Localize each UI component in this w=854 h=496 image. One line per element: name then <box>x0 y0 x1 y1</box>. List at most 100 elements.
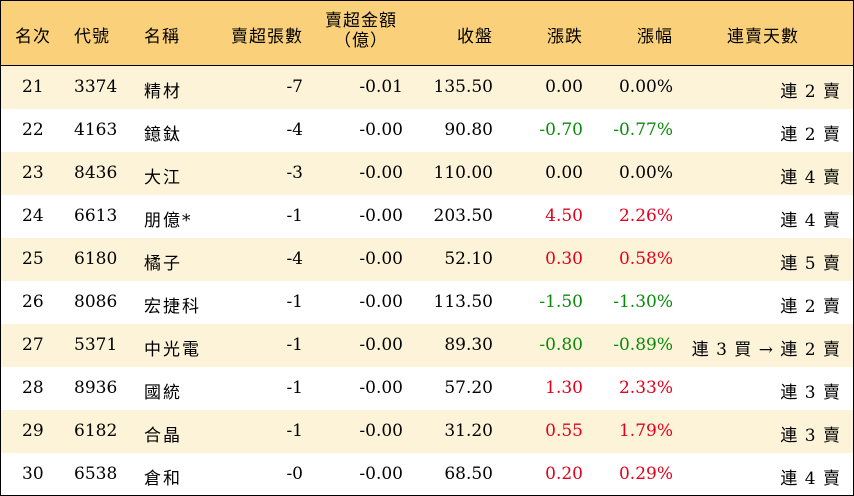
cell-name: 橘子 <box>144 254 182 274</box>
cell-pct: 2.26% <box>618 206 673 226</box>
cell-code: 6182 <box>74 421 118 441</box>
table-row: 26 8086 宏捷科 -1 -0.00 113.50 -1.50 -1.30% 連 2 賣 <box>1 281 853 324</box>
cell-rank: 29 <box>22 421 44 441</box>
cell-amount: -0.00 <box>359 378 403 398</box>
table-row: 22 4163 鐿鈦 -4 -0.00 90.80 -0.70 -0.77% 連 2 賣 <box>1 109 853 152</box>
cell-code: 5371 <box>74 335 118 355</box>
cell-code: 8436 <box>74 163 118 183</box>
cell-name: 朋億* <box>144 211 193 231</box>
header-pct: 漲幅 <box>637 27 673 47</box>
cell-rank: 21 <box>22 77 44 97</box>
cell-streak: 連 3 買 → 連 2 賣 <box>691 340 841 360</box>
cell-streak: 連 2 賣 <box>780 82 841 102</box>
cell-rank: 26 <box>22 292 44 312</box>
header-change: 漲跌 <box>547 27 583 47</box>
cell-change: 0.00 <box>545 163 583 183</box>
cell-name: 大江 <box>144 168 182 188</box>
cell-name: 中光電 <box>144 340 201 360</box>
header-lots: 賣超張數 <box>231 27 303 47</box>
cell-lots: -1 <box>286 335 303 355</box>
cell-lots: -7 <box>286 77 303 97</box>
header-name: 名稱 <box>144 27 180 47</box>
cell-code: 8086 <box>74 292 118 312</box>
cell-amount: -0.00 <box>359 335 403 355</box>
cell-name: 國統 <box>144 383 182 403</box>
table-row: 21 3374 精材 -7 -0.01 135.50 0.00 0.00% 連 2 賣 <box>1 66 853 109</box>
cell-close: 203.50 <box>433 206 493 226</box>
cell-code: 8936 <box>74 378 118 398</box>
cell-rank: 25 <box>22 249 44 269</box>
table-row: 23 8436 大江 -3 -0.00 110.00 0.00 0.00% 連 4 賣 <box>1 152 853 195</box>
cell-change: 0.00 <box>545 77 583 97</box>
cell-close: 113.50 <box>433 292 493 312</box>
cell-amount: -0.00 <box>359 163 403 183</box>
table-row: 30 6538 倉和 -0 -0.00 68.50 0.20 0.29% 連 4 賣 <box>1 453 853 496</box>
cell-change: -0.80 <box>539 335 583 355</box>
cell-code: 4163 <box>74 120 118 140</box>
cell-streak: 連 3 賣 <box>780 426 841 446</box>
cell-close: 52.10 <box>444 249 493 269</box>
cell-name: 鐿鈦 <box>144 125 182 145</box>
cell-close: 90.80 <box>444 120 493 140</box>
table-header: 名次 代號 名稱 賣超張數 賣超金額 （億） 收盤 漲跌 漲幅 連賣天數 <box>1 1 853 66</box>
cell-amount: -0.00 <box>359 464 403 484</box>
cell-change: 4.50 <box>545 206 583 226</box>
cell-close: 135.50 <box>433 77 493 97</box>
cell-change: -0.70 <box>539 120 583 140</box>
cell-pct: 0.58% <box>618 249 673 269</box>
cell-lots: -4 <box>286 120 303 140</box>
cell-lots: -1 <box>286 421 303 441</box>
cell-pct: -0.89% <box>613 335 673 355</box>
cell-change: 0.55 <box>545 421 583 441</box>
cell-change: 0.20 <box>545 464 583 484</box>
cell-lots: -1 <box>286 292 303 312</box>
cell-code: 6180 <box>74 249 118 269</box>
cell-change: -1.50 <box>539 292 583 312</box>
cell-streak: 連 2 賣 <box>780 297 841 317</box>
cell-change: 0.30 <box>545 249 583 269</box>
cell-lots: -4 <box>286 249 303 269</box>
cell-streak: 連 4 賣 <box>780 168 841 188</box>
cell-amount: -0.00 <box>359 206 403 226</box>
cell-amount: -0.01 <box>359 77 403 97</box>
cell-pct: 0.00% <box>618 163 673 183</box>
cell-code: 6613 <box>74 206 118 226</box>
cell-code: 6538 <box>74 464 118 484</box>
cell-pct: 1.79% <box>618 421 673 441</box>
table-row: 24 6613 朋億* -1 -0.00 203.50 4.50 2.26% 連 4 賣 <box>1 195 853 238</box>
cell-close: 68.50 <box>444 464 493 484</box>
header-rank: 名次 <box>15 27 51 47</box>
cell-close: 110.00 <box>433 163 493 183</box>
cell-name: 宏捷科 <box>144 297 201 317</box>
cell-name: 合晶 <box>144 426 182 446</box>
cell-close: 89.30 <box>444 335 493 355</box>
cell-pct: -0.77% <box>613 120 673 140</box>
cell-streak: 連 5 賣 <box>780 254 841 274</box>
cell-pct: -1.30% <box>613 292 673 312</box>
table-row: 28 8936 國統 -1 -0.00 57.20 1.30 2.33% 連 3 賣 <box>1 367 853 410</box>
cell-rank: 27 <box>22 335 44 355</box>
cell-lots: -3 <box>286 163 303 183</box>
cell-pct: 0.29% <box>618 464 673 484</box>
header-amount-line2: （億） <box>334 31 388 51</box>
cell-streak: 連 3 賣 <box>780 383 841 403</box>
cell-rank: 28 <box>22 378 44 398</box>
table-row: 25 6180 橘子 -4 -0.00 52.10 0.30 0.58% 連 5 賣 <box>1 238 853 281</box>
cell-close: 31.20 <box>444 421 493 441</box>
header-close: 收盤 <box>457 27 493 47</box>
cell-rank: 22 <box>22 120 44 140</box>
cell-lots: -0 <box>286 464 303 484</box>
cell-rank: 23 <box>22 163 44 183</box>
cell-amount: -0.00 <box>359 421 403 441</box>
cell-pct: 2.33% <box>618 378 673 398</box>
cell-amount: -0.00 <box>359 292 403 312</box>
cell-change: 1.30 <box>545 378 583 398</box>
cell-streak: 連 4 賣 <box>780 211 841 231</box>
table-row: 29 6182 合晶 -1 -0.00 31.20 0.55 1.79% 連 3 賣 <box>1 410 853 453</box>
cell-name: 精材 <box>144 82 182 102</box>
cell-pct: 0.00% <box>618 77 673 97</box>
cell-lots: -1 <box>286 206 303 226</box>
cell-rank: 30 <box>22 464 44 484</box>
cell-streak: 連 4 賣 <box>780 469 841 489</box>
